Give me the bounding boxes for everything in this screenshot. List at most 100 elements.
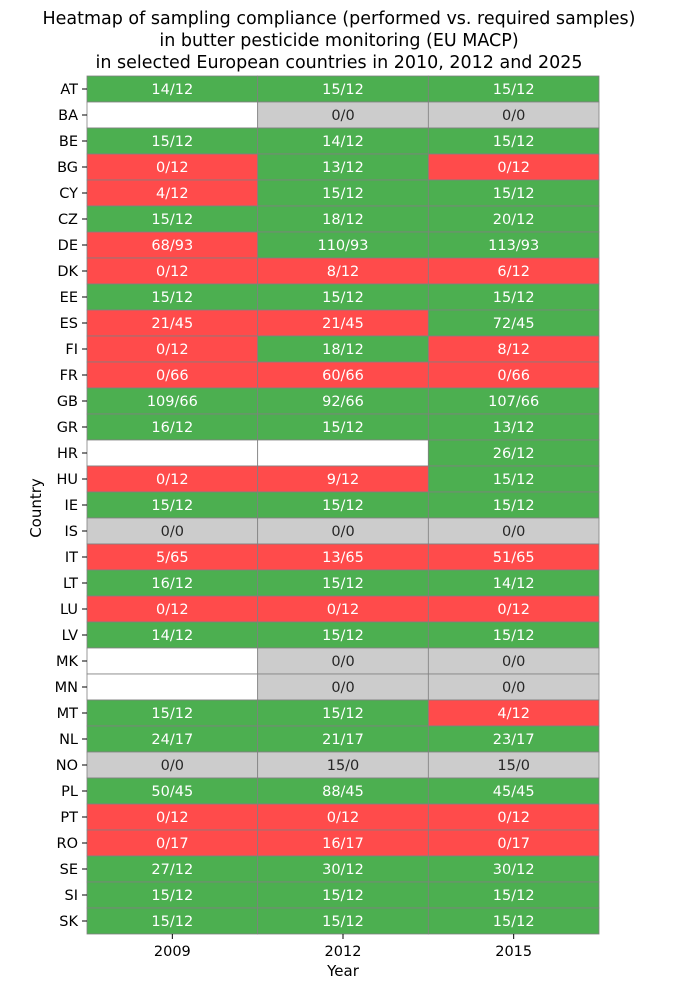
heatmap-cell [86, 647, 259, 675]
heatmap-cell [427, 829, 600, 857]
heatmap-cell-label: 92/66 [322, 394, 364, 410]
heatmap-cell-label: 15/12 [322, 888, 364, 904]
heatmap-cell-label: 4/12 [497, 706, 530, 722]
heatmap-cell-label: 0/12 [327, 810, 360, 826]
heatmap-cell-label: 14/12 [322, 134, 364, 150]
heatmap-cell-label: 15/12 [151, 498, 193, 514]
heatmap-cell [257, 231, 429, 259]
heatmap-cell-label: 16/12 [151, 420, 193, 436]
heatmap-cell [86, 439, 259, 467]
y-tick-label: PT [60, 810, 78, 826]
heatmap-cell [427, 777, 600, 805]
heatmap-cell [257, 335, 429, 363]
heatmap-cell [427, 179, 600, 207]
heatmap-cell-label: 15/0 [327, 758, 360, 774]
y-tick-label: CY [59, 186, 78, 202]
heatmap-cell-label: 0/17 [497, 836, 530, 852]
y-tick-label: IE [65, 498, 78, 514]
heatmap-cell [257, 543, 429, 571]
heatmap-cell-label: 23/17 [493, 732, 535, 748]
heatmap-cell-label: 15/0 [497, 758, 530, 774]
heatmap-cell [427, 153, 600, 181]
y-tick-label: ES [60, 316, 78, 332]
y-tick-label: MT [57, 706, 79, 722]
heatmap-cell [86, 673, 259, 701]
heatmap-cell-label: 14/12 [493, 576, 535, 592]
heatmap-cell-label: 15/12 [322, 498, 364, 514]
y-tick-label: HR [57, 446, 78, 462]
heatmap-cell-label: 16/12 [151, 576, 193, 592]
heatmap-cell-label: 15/12 [151, 706, 193, 722]
heatmap-cell-label: 0/12 [156, 472, 189, 488]
heatmap-cell [86, 75, 259, 103]
y-tick-labels: AT BA BE BG CY CZ DE DK EE ES FI FR GB GR HR HU IE IS IT LT… [55, 82, 87, 930]
heatmap-cell [86, 569, 259, 597]
heatmap-cell-label: 15/12 [493, 290, 535, 306]
heatmap-cell-label: 0/12 [156, 810, 189, 826]
heatmap-cell [86, 101, 259, 129]
heatmap-cell-label: 15/12 [493, 134, 535, 150]
heatmap-cell-label: 15/12 [493, 82, 535, 98]
y-tick-label: GR [57, 420, 78, 436]
y-tick-label: IS [65, 524, 78, 540]
heatmap-cell [86, 829, 259, 857]
heatmap-cell-label: 15/12 [493, 498, 535, 514]
y-tick-label: LU [60, 602, 78, 618]
x-tick-labels: 2009 2012 2015 [154, 934, 532, 960]
heatmap-cell-label: 18/12 [322, 212, 364, 228]
heatmap-cell [427, 231, 600, 259]
heatmap-cell [427, 907, 600, 935]
heatmap-cell [86, 179, 259, 207]
heatmap-cell-label: 0/12 [497, 602, 530, 618]
heatmap-cell [257, 283, 429, 311]
heatmap-cell-label: 88/45 [322, 784, 364, 800]
y-tick-label: DE [58, 238, 78, 254]
x-tick-label: 2012 [325, 944, 362, 960]
y-axis-label: Country [27, 478, 45, 538]
heatmap-cell [257, 387, 429, 415]
heatmap-cell-label: 15/12 [493, 186, 535, 202]
x-axis-label: Year [326, 962, 360, 980]
heatmap-cell-label: 16/17 [322, 836, 364, 852]
heatmap-cell [257, 647, 429, 675]
y-tick-label: NL [59, 732, 78, 748]
heatmap-cells: 14/12 15/12 15/12 0/0 0/0 15/12 14/12 15/12 0/12… [86, 75, 600, 935]
heatmap-cell-label: 24/17 [151, 732, 193, 748]
heatmap-cell [257, 75, 429, 103]
heatmap-cell [427, 725, 600, 753]
heatmap-cell-label: 0/0 [161, 524, 184, 540]
x-tick-label: 2015 [495, 944, 532, 960]
heatmap-cell [257, 205, 429, 233]
heatmap-cell-label: 9/12 [327, 472, 360, 488]
heatmap-cell-label: 60/66 [322, 368, 364, 384]
chart-title-line-2: in butter pesticide monitoring (EU MACP) [159, 31, 518, 51]
heatmap-cell [257, 855, 429, 883]
y-tick-label: LV [62, 628, 78, 644]
heatmap-cell-label: 15/12 [322, 706, 364, 722]
heatmap-cell [427, 205, 600, 233]
y-tick-label: BG [57, 160, 78, 176]
heatmap-cell-label: 13/65 [322, 550, 364, 566]
y-tick-label: EE [60, 290, 78, 306]
heatmap-cell [257, 309, 429, 337]
heatmap-cell-label: 45/45 [493, 784, 535, 800]
heatmap-cell-label: 0/12 [156, 160, 189, 176]
heatmap-cell [427, 257, 600, 285]
heatmap-cell [86, 491, 259, 519]
heatmap-cell-label: 15/12 [493, 888, 535, 904]
heatmap-cell-label: 0/12 [156, 264, 189, 280]
heatmap-cell-label: 15/12 [322, 628, 364, 644]
heatmap-cell-label: 68/93 [151, 238, 193, 254]
heatmap-cell-label: 0/12 [497, 160, 530, 176]
heatmap-cell-label: 0/0 [331, 654, 354, 670]
heatmap-cell [86, 517, 259, 545]
heatmap-cell-label: 8/12 [327, 264, 360, 280]
x-tick-label: 2009 [154, 944, 191, 960]
heatmap-cell [257, 517, 429, 545]
y-tick-label: IT [65, 550, 78, 566]
heatmap-cell-label: 0/12 [497, 810, 530, 826]
heatmap-cell-label: 0/12 [156, 342, 189, 358]
heatmap-cell [257, 829, 429, 857]
